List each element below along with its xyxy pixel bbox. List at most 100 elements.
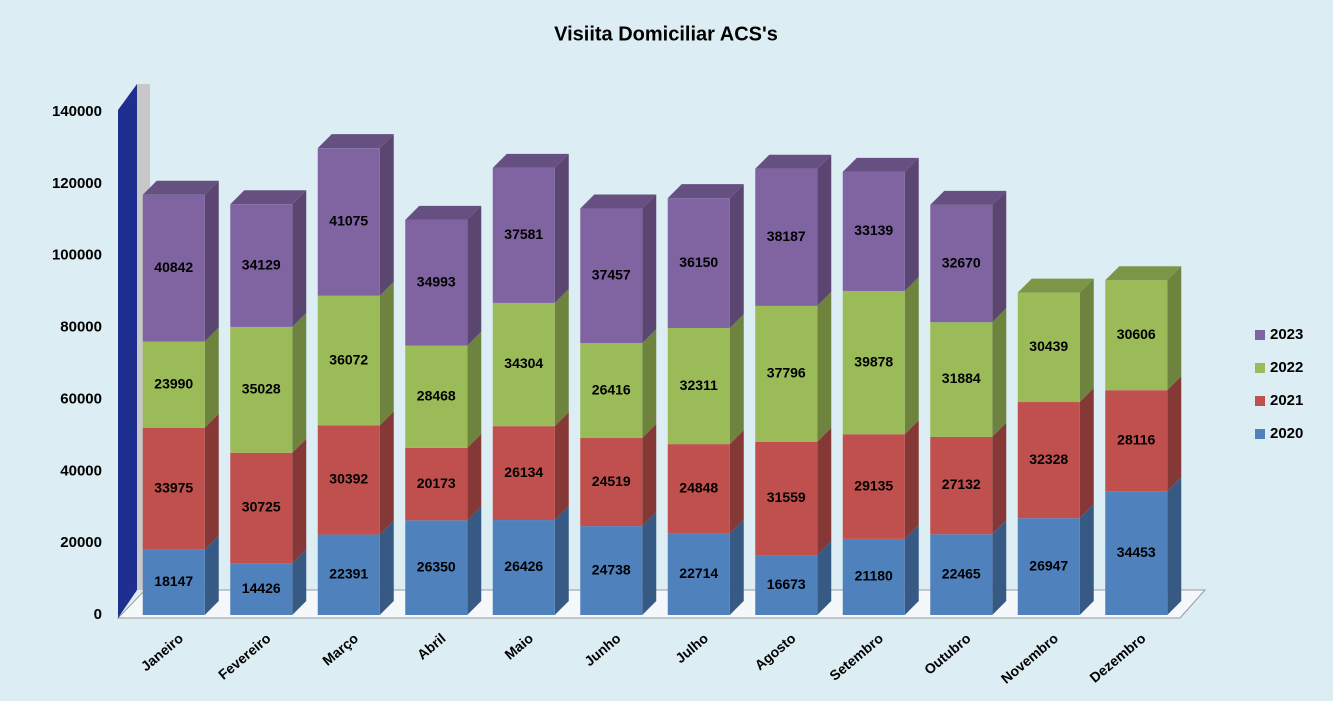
bar xyxy=(1105,280,1168,391)
bar xyxy=(492,167,555,303)
value-label: 34129 xyxy=(242,256,281,272)
bar xyxy=(492,520,555,615)
value-label: 36072 xyxy=(329,351,368,367)
bar xyxy=(230,204,293,327)
bar-side xyxy=(292,549,307,615)
y-tick-label: 100000 xyxy=(52,247,102,264)
bar-top xyxy=(580,194,657,209)
bar-side xyxy=(292,190,307,327)
bar-side xyxy=(467,205,482,346)
value-label: 14426 xyxy=(242,580,281,596)
bar xyxy=(142,549,205,615)
bar-side xyxy=(292,438,307,564)
bar xyxy=(580,343,643,439)
value-label: 27132 xyxy=(942,476,981,492)
value-label: 34993 xyxy=(417,273,456,289)
value-label: 34453 xyxy=(1117,544,1156,560)
bar-side xyxy=(904,157,919,291)
value-label: 30606 xyxy=(1117,326,1156,342)
bar xyxy=(667,533,730,615)
bar-side xyxy=(467,331,482,448)
bar xyxy=(755,555,818,615)
x-tick-label: Abril xyxy=(414,630,449,663)
bar-top xyxy=(1017,278,1094,293)
value-label: 33975 xyxy=(154,479,193,495)
left-wall xyxy=(118,84,137,618)
bar-side xyxy=(642,194,657,344)
value-label: 28468 xyxy=(417,387,456,403)
bar xyxy=(142,194,205,342)
bar-side xyxy=(204,413,219,550)
bar-top xyxy=(405,205,482,220)
value-label: 32670 xyxy=(942,254,981,270)
value-label: 24848 xyxy=(679,479,718,495)
y-tick-label: 0 xyxy=(94,606,102,623)
value-label: 32311 xyxy=(680,377,718,393)
value-label: 36150 xyxy=(679,254,718,270)
legend-swatch xyxy=(1255,363,1265,373)
legend-label: 2022 xyxy=(1270,359,1303,376)
bar xyxy=(317,534,380,615)
value-label: 31559 xyxy=(767,489,806,505)
bar-side xyxy=(642,512,657,615)
bar xyxy=(930,322,993,437)
bar xyxy=(580,438,643,527)
bar-side xyxy=(379,281,394,426)
bar-side xyxy=(904,276,919,435)
bar-top xyxy=(230,190,307,205)
bar-side xyxy=(1167,376,1182,492)
x-tick-label: Fevereiro xyxy=(215,630,274,683)
legend-swatch xyxy=(1255,429,1265,439)
value-label: 37796 xyxy=(767,365,806,381)
bar-top xyxy=(1105,266,1182,281)
bar-side xyxy=(992,520,1007,615)
bar xyxy=(842,290,905,435)
y-tick-label: 80000 xyxy=(60,319,102,336)
bar xyxy=(930,534,993,615)
bar xyxy=(667,198,730,329)
bar-top xyxy=(842,157,919,172)
value-label: 26426 xyxy=(504,558,543,574)
value-label: 26416 xyxy=(592,381,631,397)
value-label: 22391 xyxy=(329,565,368,581)
legend-label: 2021 xyxy=(1270,392,1303,409)
bar-side xyxy=(204,535,219,615)
bar xyxy=(755,441,818,556)
value-label: 22714 xyxy=(679,565,718,581)
bar-side xyxy=(817,291,832,442)
x-tick-label: Maio xyxy=(501,630,536,663)
bar-side xyxy=(204,180,219,342)
value-label: 40842 xyxy=(154,259,193,275)
x-tick-label: Agosto xyxy=(751,630,798,673)
y-tick-label: 20000 xyxy=(60,534,102,551)
bar xyxy=(1105,491,1168,615)
bar-side xyxy=(554,412,569,521)
bar xyxy=(842,538,905,615)
bar xyxy=(230,452,293,564)
bar-side xyxy=(379,520,394,615)
bar xyxy=(842,171,905,291)
value-label: 22465 xyxy=(942,565,981,581)
bar xyxy=(842,434,905,539)
value-label: 20173 xyxy=(417,475,456,491)
bar xyxy=(580,526,643,615)
bar xyxy=(230,326,293,453)
bar-side xyxy=(554,288,569,427)
bar-side xyxy=(1079,504,1094,615)
value-label: 32328 xyxy=(1029,451,1068,467)
x-tick-label: Março xyxy=(319,630,361,669)
bar-top xyxy=(492,153,569,168)
x-tick-label: Julho xyxy=(672,630,711,666)
x-tick-label: Novembro xyxy=(998,630,1061,687)
bar-side xyxy=(467,433,482,521)
bar xyxy=(1105,390,1168,492)
bar-side xyxy=(1167,266,1182,391)
bar-side xyxy=(379,134,394,296)
bar-side xyxy=(729,430,744,534)
value-label: 39878 xyxy=(854,353,893,369)
bar-side xyxy=(642,329,657,439)
bar-side xyxy=(642,424,657,527)
bar xyxy=(142,427,205,550)
bar-side xyxy=(1167,477,1182,615)
